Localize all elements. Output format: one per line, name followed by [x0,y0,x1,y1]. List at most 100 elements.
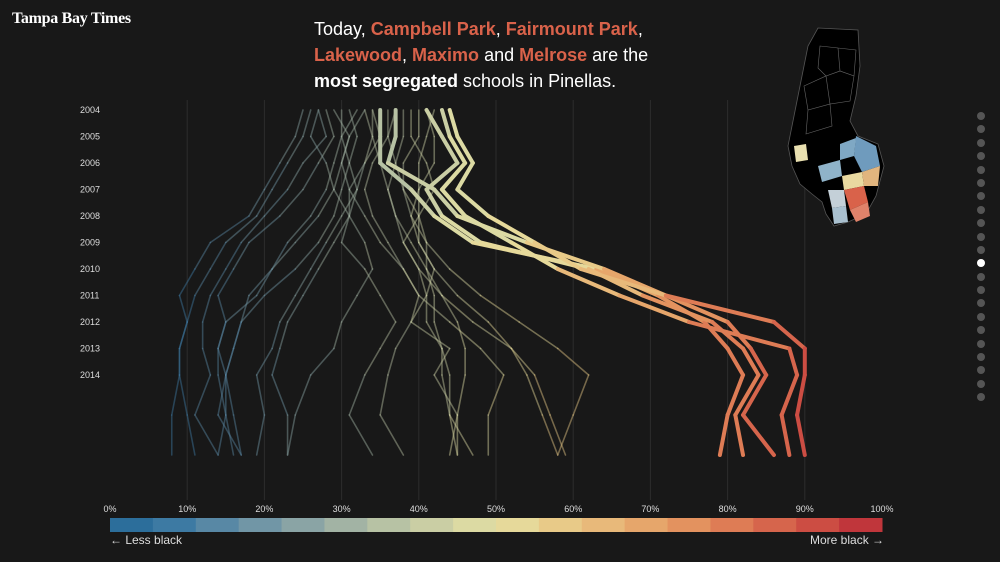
pagination-dot[interactable] [977,192,985,201]
pagination-dot[interactable] [977,165,985,174]
school-line-segment [518,321,559,350]
pagination-dot[interactable] [977,125,985,134]
pagination-dot[interactable] [977,219,985,228]
pagination-dot[interactable] [977,326,985,335]
pagination-dot[interactable] [977,245,985,254]
school-line-segment [456,321,466,350]
school-line-segment [433,321,443,350]
school-line-segment [194,241,212,270]
segregated-school-line-segment [725,373,746,417]
school-line-segment [417,241,436,270]
year-tick: 2010 [80,264,100,274]
school-line-segment [425,268,436,297]
tampa-bay-times-logo[interactable]: Tampa Bay Times [12,10,131,27]
headline-and: and [479,45,520,65]
segregated-school-line-segment [424,161,460,192]
color-legend-bar [110,518,883,532]
segregated-school-line-segment [795,413,807,457]
school-line-segment [348,215,366,244]
pagination-dot[interactable] [977,393,985,402]
pagination-dot[interactable] [977,286,985,295]
segregated-school-line-segment [733,413,746,457]
segregated-school-line-segment [455,187,491,218]
school-line-segment [232,241,250,270]
segregated-school-line-segment [439,134,460,165]
segregated-school-line-segment [439,187,468,218]
pagination-dot[interactable] [977,299,985,308]
percent-tick: 50% [487,504,505,514]
headline-suffix: schools in Pinellas. [458,71,617,91]
school-line-segment [387,188,397,217]
legend-swatch [324,518,368,532]
headline-sep: , [637,19,643,39]
school-line-segment [363,109,374,138]
school-line-segment [333,188,351,217]
school-line-segment [348,188,358,217]
school-line-segment [209,268,227,297]
section-pagination[interactable] [976,112,986,407]
pagination-dot[interactable] [977,312,985,321]
school-line-segment [302,135,327,164]
school-line-segment [240,294,250,323]
pagination-dot[interactable] [977,366,985,375]
segregated-school-line-segment [424,108,444,139]
school-line-segment [410,215,428,244]
pinellas-map[interactable] [778,26,888,236]
pagination-dot[interactable] [977,152,985,161]
school-line-segment [279,321,289,350]
pagination-dot[interactable] [977,379,985,388]
percent-tick: 0% [103,504,116,514]
school-line-segment [387,188,397,217]
school-line-segment [410,215,420,244]
school-line-segment [309,188,327,217]
school-line-segment [363,162,374,191]
school-line-segment [317,188,335,217]
pagination-dot[interactable] [977,339,985,348]
pagination-dot[interactable] [977,178,985,187]
school-line-segment [487,321,513,350]
pagination-dot[interactable] [977,259,985,268]
segregated-school-line-segment [432,187,460,218]
school-line-segment [255,268,273,297]
segregated-school-line-segment [439,161,468,192]
school-line-segment [348,109,358,138]
pagination-dot[interactable] [977,112,985,120]
pagination-dot[interactable] [977,353,985,362]
headline-strong: most segregated [314,71,459,91]
segregated-school-line-segment [455,134,475,165]
school-line-segment [394,135,405,164]
school-line-segment [348,374,366,416]
school-line-segment [286,215,312,244]
school-line-segment [340,135,351,164]
percent-tick: 40% [410,504,428,514]
pagination-dot[interactable] [977,272,985,281]
pagination-dot[interactable] [977,232,985,241]
percent-tick: 90% [796,504,814,514]
school-line-segment [441,294,474,323]
school-line-segment [317,215,335,244]
school-line-segment [417,241,436,270]
year-tick: 2009 [80,238,100,248]
school-line-segment [309,135,327,164]
school-line-segment [379,241,405,270]
school-line-segment [433,347,451,376]
school-line-segment [402,188,412,217]
school-line-segment [340,162,351,191]
pagination-dot[interactable] [977,138,985,147]
school-line-segment [371,215,389,244]
school-line-segment [379,374,389,416]
school-line-segment [348,135,358,164]
school-line-segment [209,215,250,244]
segregated-school-line-segment [733,373,761,417]
school-line-segment [472,321,513,350]
school-line-segment [225,241,243,270]
school-line-segment [425,321,443,350]
pagination-dot[interactable] [977,205,985,214]
school-line-segment [271,162,289,191]
segregated-school-line-segment [409,187,437,218]
school-line-segment [240,215,266,244]
year-tick: 2013 [80,344,100,354]
legend-swatch [281,518,325,532]
percent-tick: 100% [870,504,893,514]
school-line-segment [417,294,451,323]
